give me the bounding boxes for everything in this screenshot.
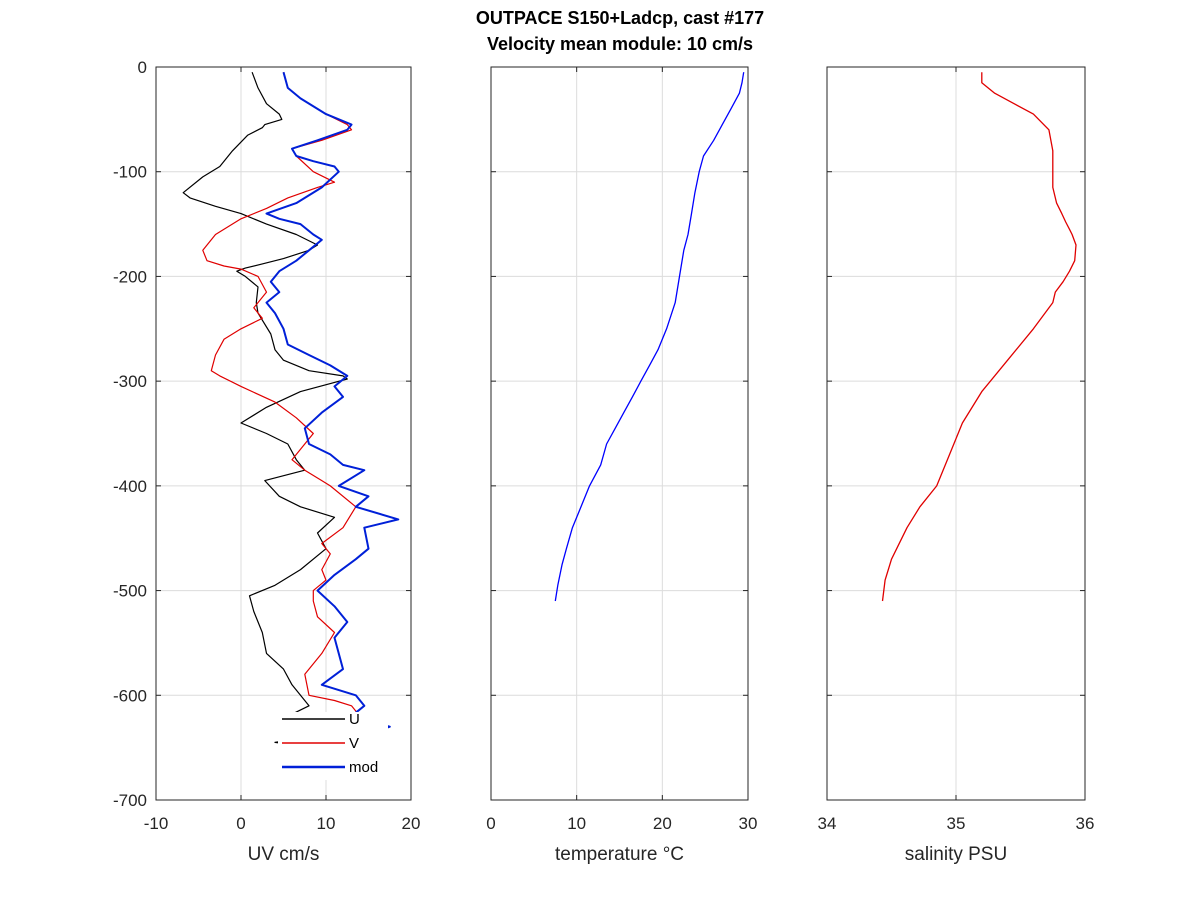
salinity-xtick-label-0: 34 (818, 814, 837, 833)
uv-ytick-label-7: -700 (113, 791, 147, 810)
salinity-xlabel: salinity PSU (905, 844, 1007, 865)
uv-ytick-label-6: -600 (113, 686, 147, 705)
uv-xlabel: UV cm/s (248, 844, 320, 865)
salinity-panel: 34 35 36 salinity PSU (818, 66, 1095, 865)
uv-xtick-label-1: 0 (236, 814, 245, 833)
uv-xtick-label-2: 10 (317, 814, 336, 833)
uv-series-mod (265, 71, 400, 749)
temperature-xtick-label-0: 0 (486, 814, 495, 833)
uv-ytick-label-4: -400 (113, 477, 147, 496)
uv-velocity-panel: -10 0 10 200-100-200-300-400-500-600-700UV … (113, 58, 420, 865)
legend-box (278, 712, 388, 780)
temperature-xtick-label-3: 30 (739, 814, 758, 833)
temperature-profile-line (554, 72, 745, 602)
uv-xtick-label-0: -10 (144, 814, 169, 833)
temperature-xtick-label-1: 10 (567, 814, 586, 833)
temperature-panel: 0 10 20 30 temperature °C (486, 66, 758, 865)
uv-ytick-label-5: -500 (113, 582, 147, 601)
salinity-xtick-label-1: 35 (947, 814, 966, 833)
legend-label-u: U (349, 711, 360, 728)
temperature-axes-frame (490, 66, 749, 801)
salinity-xtick-label-2: 36 (1076, 814, 1095, 833)
uv-series-v (202, 72, 361, 738)
uv-ytick-label-1: -100 (113, 163, 147, 182)
salinity-profile-line (881, 72, 1077, 602)
chart-title-line2: Velocity mean module: 10 cm/s (487, 34, 753, 54)
temperature-xlabel: temperature °C (555, 844, 684, 865)
uv-series-u (182, 71, 348, 749)
salinity-axes-frame (826, 66, 1086, 801)
uv-ytick-label-3: -300 (113, 372, 147, 391)
uv-ytick-label-2: -200 (113, 267, 147, 286)
legend: U V mod (278, 711, 388, 780)
legend-label-v: V (349, 735, 359, 752)
temperature-xtick-label-2: 20 (653, 814, 672, 833)
legend-label-mod: mod (349, 759, 378, 776)
chart-title-line1: OUTPACE S150+Ladcp, cast #177 (476, 8, 764, 28)
uv-axes-frame (155, 66, 412, 801)
uv-xtick-label-3: 20 (402, 814, 421, 833)
uv-ytick-label-0: 0 (138, 58, 147, 77)
